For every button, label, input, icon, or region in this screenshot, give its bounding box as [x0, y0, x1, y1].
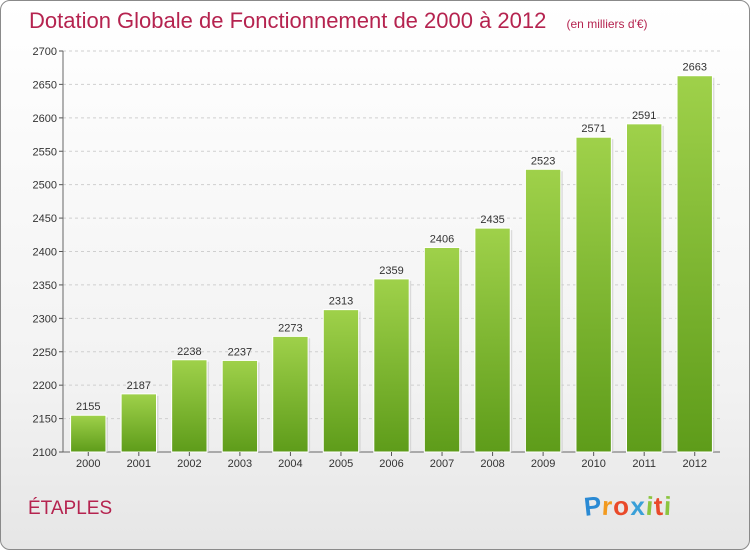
bar: [171, 359, 208, 453]
data-label: 2359: [379, 265, 403, 277]
y-tick-label: 2600: [33, 113, 57, 125]
y-tick-label: 2700: [33, 46, 57, 58]
y-tick-label: 2450: [33, 213, 57, 225]
x-tick-label: 2011: [632, 458, 656, 470]
chart-title-text: Dotation Globale de Fonctionnement de 20…: [29, 8, 547, 33]
bar: [373, 278, 410, 453]
x-tick-label: 2006: [379, 458, 403, 470]
chart-title: Dotation Globale de Fonctionnement de 20…: [29, 8, 648, 34]
bar: [221, 359, 259, 453]
y-tick-label: 2400: [33, 247, 57, 259]
logo-letter: x: [630, 491, 646, 521]
x-tick-label: 2005: [329, 458, 353, 470]
data-label: 2273: [278, 322, 302, 334]
y-tick-label: 2300: [33, 313, 57, 325]
bar: [474, 227, 511, 453]
x-tick-label: 2002: [177, 458, 201, 470]
y-tick-label: 2500: [33, 180, 57, 192]
bar: [70, 414, 107, 453]
x-tick-label: 2009: [531, 458, 555, 470]
x-tick-label: 2000: [76, 458, 100, 470]
y-tick-label: 2250: [33, 347, 57, 359]
logo-letter: i: [662, 490, 673, 522]
data-label: 2663: [682, 62, 706, 74]
y-tick-label: 2200: [33, 380, 57, 392]
data-label: 2238: [177, 346, 201, 358]
data-label: 2155: [76, 401, 100, 413]
y-tick-label: 2550: [33, 146, 57, 158]
logo-letter: o: [612, 490, 632, 522]
x-tick-label: 2001: [127, 458, 151, 470]
proxiti-logo: Proxiti: [582, 490, 673, 522]
y-tick-label: 2100: [33, 447, 57, 459]
location-label: ÉTAPLES: [28, 498, 113, 519]
bar: [626, 123, 663, 453]
y-tick-label: 2350: [33, 280, 57, 292]
bar: [423, 246, 461, 453]
x-tick-label: 2004: [278, 458, 302, 470]
data-label: 2523: [531, 155, 555, 167]
data-label: 2406: [430, 233, 454, 245]
data-label: 2435: [480, 214, 504, 226]
data-label: 2591: [632, 110, 656, 122]
x-tick-label: 2007: [430, 458, 454, 470]
bar: [524, 168, 562, 453]
unit-label: (en milliers d'€): [566, 17, 648, 31]
bar: [676, 75, 713, 453]
data-label: 2571: [581, 123, 605, 135]
bar: [575, 136, 612, 453]
y-tick-label: 2650: [33, 79, 57, 91]
bar: [272, 335, 309, 453]
data-label: 2237: [228, 346, 252, 358]
x-tick-label: 2008: [480, 458, 504, 470]
x-tick-label: 2012: [682, 458, 706, 470]
bar: [322, 309, 360, 453]
x-tick-label: 2010: [581, 458, 605, 470]
bar: [120, 393, 157, 453]
data-label: 2313: [329, 296, 353, 308]
x-tick-label: 2003: [228, 458, 252, 470]
data-label: 2187: [127, 380, 151, 392]
y-tick-label: 2150: [33, 414, 57, 426]
